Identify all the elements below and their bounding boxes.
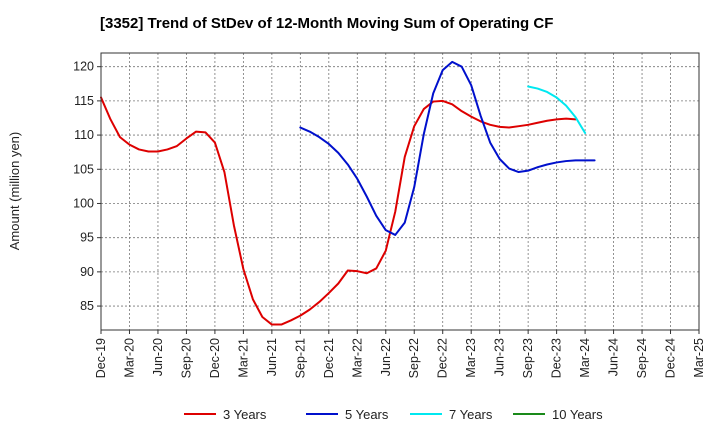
x-tick-label: Dec-22 — [436, 338, 450, 378]
chart-title: [3352] Trend of StDev of 12-Month Moving… — [100, 15, 553, 32]
x-tick-label: Jun-24 — [607, 338, 621, 376]
x-tick-label: Dec-23 — [550, 338, 564, 378]
y-tick-label: 115 — [74, 94, 94, 108]
x-tick-label: Jun-21 — [265, 338, 279, 376]
x-tick-label: Sep-24 — [635, 338, 649, 378]
series-lines — [100, 60, 596, 326]
y-tick-label: 105 — [73, 162, 94, 176]
plot-area — [101, 53, 699, 330]
y-tick-label: 110 — [74, 128, 94, 142]
y-tick-label: 85 — [80, 299, 94, 313]
x-tick-label: Mar-20 — [122, 338, 136, 378]
x-tick-label: Dec-20 — [208, 338, 222, 378]
y-axis-label: Amount (million yen) — [7, 132, 22, 251]
x-tick-label: Sep-23 — [521, 338, 535, 378]
y-tick-label: 95 — [80, 231, 94, 245]
legend-label-3-years: 3 Years — [223, 407, 267, 422]
x-tick-label: Mar-25 — [692, 338, 706, 378]
x-tick-label: Mar-24 — [578, 338, 592, 378]
y-tick-label: 100 — [73, 196, 94, 210]
legend-label-5-years: 5 Years — [345, 407, 389, 422]
x-tick-label: Mar-21 — [236, 338, 250, 378]
x-tick-label: Dec-24 — [664, 338, 678, 378]
y-axis-ticks: 85 90 95 100 105 110 115 120 — [73, 60, 101, 313]
x-tick-label: Sep-20 — [179, 338, 193, 378]
series-line-3-years — [100, 96, 577, 326]
x-tick-label: Mar-22 — [350, 338, 364, 378]
plot-frame — [100, 52, 700, 331]
series-line-7-years — [527, 85, 587, 135]
series-line-5-years — [299, 60, 596, 236]
x-tick-label: Sep-22 — [407, 338, 421, 378]
x-tick-label: Dec-21 — [322, 338, 336, 378]
x-tick-label: Jun-22 — [379, 338, 393, 376]
x-tick-label: Sep-21 — [293, 338, 307, 378]
x-tick-label: Dec-19 — [94, 338, 108, 378]
x-tick-label: Jun-20 — [151, 338, 165, 376]
legend-label-10-years: 10 Years — [552, 407, 603, 422]
y-tick-label: 120 — [73, 60, 94, 74]
legend-label-7-years: 7 Years — [449, 407, 493, 422]
x-tick-label: Jun-23 — [493, 338, 507, 376]
legend: 3 Years 5 Years 7 Years 10 Years — [184, 407, 603, 422]
y-tick-label: 90 — [80, 265, 94, 279]
x-tick-label: Mar-23 — [464, 338, 478, 378]
x-axis-ticks: Dec-19 Mar-20 Jun-20 Sep-20 Dec-20 Mar-21 Jun-… — [94, 330, 706, 378]
